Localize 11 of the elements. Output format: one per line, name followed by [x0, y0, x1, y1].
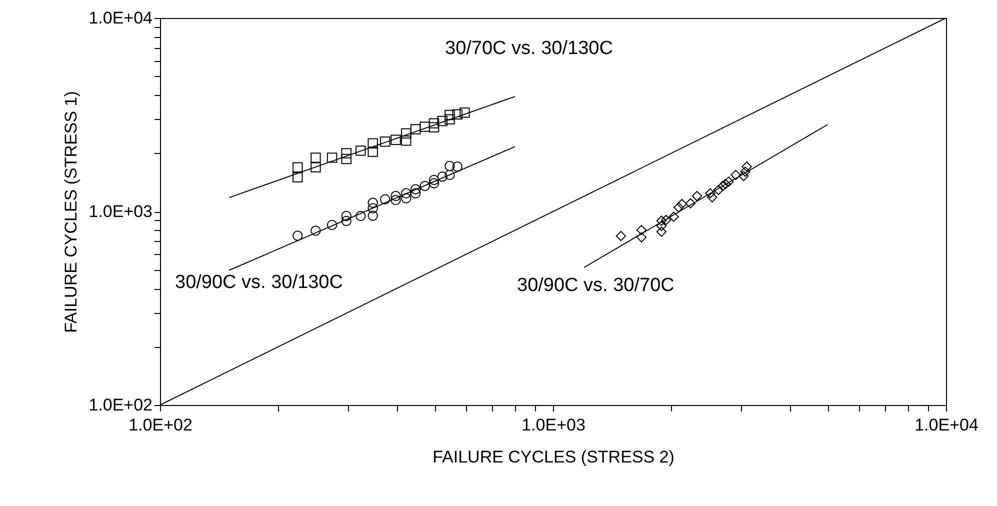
x-tick-label: 1.0E+02: [128, 416, 192, 434]
annotation: 30/70C vs. 30/130C: [445, 38, 613, 59]
annotation: 30/90C vs. 30/130C: [175, 272, 343, 293]
x-tick-label: 1.0E+03: [522, 416, 586, 434]
y-axis-title: FAILURE CYCLES (STRESS 1): [62, 91, 81, 333]
y-tick-label: 1.0E+02: [88, 396, 152, 414]
x-axis-title: FAILURE CYCLES (STRESS 2): [432, 448, 674, 466]
y-tick-label: 1.0E+03: [88, 202, 152, 221]
x-tick-label: 1.0E+04: [914, 416, 978, 434]
y-tick-label: 1.0E+04: [88, 8, 152, 28]
annotation: 30/90C vs. 30/70C: [517, 275, 674, 296]
